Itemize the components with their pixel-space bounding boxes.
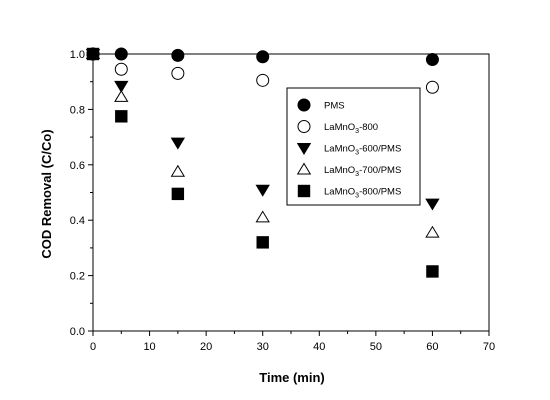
data-point <box>170 164 186 177</box>
data-point <box>171 187 185 201</box>
y-axis: 0.0 0.2 0.4 0.6 0.8 1.0 <box>70 49 93 338</box>
x-tick-label: 60 <box>426 341 438 353</box>
legend-marker <box>297 98 311 112</box>
data-point <box>115 110 128 123</box>
legend-label: LaMnO3-800 <box>324 122 378 135</box>
data-point <box>255 184 270 197</box>
data-point <box>86 47 100 61</box>
series-PMS <box>86 47 439 67</box>
data-point <box>171 66 185 80</box>
legend-label: LaMnO3-700/PMS <box>324 165 401 178</box>
x-axis-title: Time (min) <box>259 370 325 385</box>
y-tick-label: 0.8 <box>70 104 85 116</box>
x-tick-label: 50 <box>370 341 382 353</box>
y-axis-title: COD Removal (C/Co) <box>39 129 54 258</box>
legend-marker <box>297 184 311 198</box>
data-point <box>256 50 270 64</box>
x-tick-label: 20 <box>200 341 212 353</box>
legend-label: LaMnO3-800/PMS <box>324 187 401 200</box>
data-point <box>425 53 439 67</box>
x-axis: 0 10 20 30 40 50 60 70 <box>90 331 495 353</box>
y-tick-label: 0.6 <box>70 160 85 172</box>
y-tick-label: 0.2 <box>70 271 85 283</box>
data-point <box>425 225 440 238</box>
x-tick-label: 30 <box>257 341 269 353</box>
data-point <box>114 47 128 61</box>
data-point <box>114 80 129 93</box>
data-point <box>114 62 128 76</box>
data-point <box>255 210 270 223</box>
x-tick-label: 10 <box>143 341 155 353</box>
data-point <box>256 73 270 87</box>
y-tick-label: 1.0 <box>70 49 85 61</box>
legend-label: PMS <box>324 101 345 112</box>
legend: PMS LaMnO3-800 LaMnO3-600/PMS LaMnO3-700/PM… <box>286 87 421 206</box>
data-point <box>426 265 439 278</box>
x-tick-label: 0 <box>90 341 96 353</box>
y-tick-label: 0.4 <box>70 215 85 227</box>
legend-marker <box>296 143 312 155</box>
data-point <box>256 236 269 249</box>
series-LaMnO3-800/PMS <box>86 47 439 278</box>
data-points <box>85 47 440 278</box>
data-point <box>171 48 185 62</box>
data-point <box>425 80 439 94</box>
data-point <box>114 89 129 102</box>
legend-marker <box>297 120 311 133</box>
data-point <box>425 198 440 211</box>
data-point <box>170 137 186 150</box>
y-tick-label: 0.0 <box>70 326 85 338</box>
legend-label: LaMnO3-600/PMS <box>324 144 401 157</box>
x-tick-label: 70 <box>483 341 495 353</box>
x-tick-label: 40 <box>313 341 325 353</box>
legend-marker <box>296 162 312 175</box>
